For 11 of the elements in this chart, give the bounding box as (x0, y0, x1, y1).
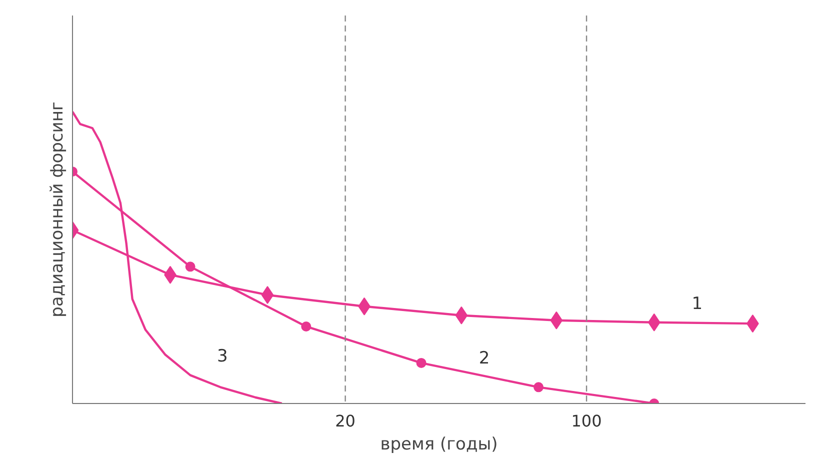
x-tick-label: 20 (335, 412, 356, 430)
x-axis-title: время (годы) (380, 434, 498, 454)
series-label: 3 (216, 346, 228, 366)
series-label: 2 (478, 348, 490, 368)
x-tick-label: 100 (571, 412, 602, 430)
y-axis-title: радиационный форсинг (48, 102, 68, 318)
series-label: 1 (692, 294, 703, 314)
point (648, 313, 660, 332)
point (550, 311, 563, 330)
point (261, 286, 274, 304)
point (455, 306, 468, 324)
